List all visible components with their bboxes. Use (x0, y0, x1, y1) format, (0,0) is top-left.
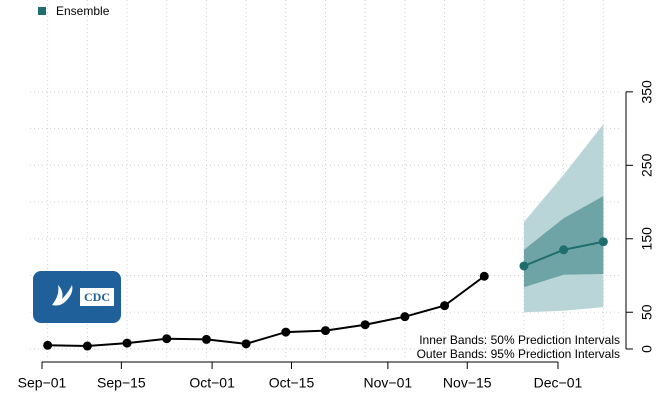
point (360, 320, 370, 330)
x-tick-label: Oct−01 (189, 375, 235, 391)
x-tick-label: Sep−01 (18, 375, 67, 391)
x-tick-label: Sep−15 (97, 375, 146, 391)
point (82, 341, 92, 351)
point (201, 334, 211, 344)
point (281, 327, 291, 337)
logo-emblem (52, 285, 73, 306)
annotation: Inner Bands: 50% Prediction Intervals (419, 333, 620, 347)
point (479, 271, 489, 281)
y-tick-label: 0 (639, 345, 655, 353)
y-tick-label: 50 (639, 304, 655, 320)
point (122, 338, 132, 348)
y-tick-label: 350 (639, 80, 655, 104)
point (321, 326, 330, 336)
x-tick-label: Dec−01 (534, 375, 583, 391)
series-line (47, 275, 485, 348)
point (400, 312, 410, 322)
annotation: Outer Bands: 95% Prediction Intervals (417, 347, 620, 361)
point (559, 245, 569, 255)
x-tick-label: Nov−15 (443, 375, 492, 391)
point (440, 301, 450, 311)
point (519, 261, 529, 271)
logo-box (80, 288, 114, 306)
logo-text: CDC (84, 290, 110, 304)
point (241, 339, 251, 349)
inner-band (523, 196, 604, 288)
y-tick-label: 150 (639, 227, 655, 251)
x-tick-label: Oct−15 (269, 375, 315, 391)
legend-swatch (38, 7, 46, 15)
y-tick-label: 250 (639, 153, 655, 177)
legend-label: Ensemble (56, 4, 110, 18)
x-tick-label: Nov−01 (364, 375, 413, 391)
logo-background (33, 271, 121, 323)
point (162, 334, 172, 344)
cdc-logo: CDC (33, 271, 121, 323)
point (598, 237, 608, 247)
point (43, 340, 53, 350)
